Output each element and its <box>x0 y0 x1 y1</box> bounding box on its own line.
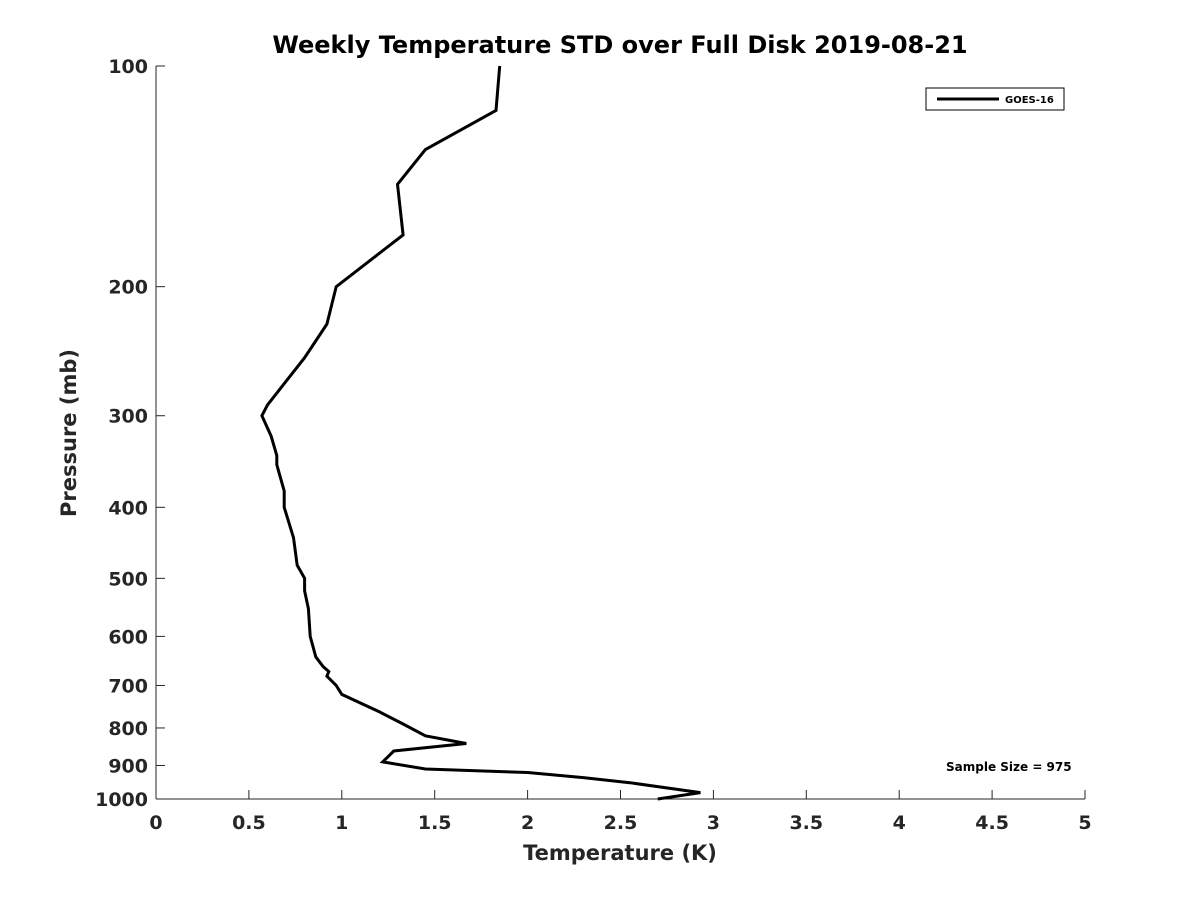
x-tick-label: 1.5 <box>418 812 452 834</box>
x-axis-ticks: 0 0.5 1 1.5 2 2.5 3 3.5 4 4.5 5 <box>149 790 1092 834</box>
y-tick-label: 200 <box>108 277 148 299</box>
chart-title: Weekly Temperature STD over Full Disk 20… <box>272 31 967 59</box>
series-line-goes-16 <box>260 65 701 801</box>
x-tick-label: 2 <box>521 812 534 834</box>
sample-size-annotation: Sample Size = 975 <box>946 760 1072 774</box>
series-layer <box>260 65 701 801</box>
x-tick-label: 2.5 <box>604 812 638 834</box>
x-tick-label: 3.5 <box>789 812 823 834</box>
y-tick-label: 500 <box>108 568 148 590</box>
x-tick-label: 3 <box>707 812 720 834</box>
y-tick-label: 100 <box>108 56 148 78</box>
x-tick-label: 4 <box>893 812 906 834</box>
y-tick-label: 400 <box>108 497 148 519</box>
y-tick-label: 1000 <box>95 789 148 811</box>
y-tick-label: 800 <box>108 718 148 740</box>
y-axis-title: Pressure (mb) <box>57 349 81 517</box>
y-tick-label: 300 <box>108 406 148 428</box>
y-tick-label: 700 <box>108 675 148 697</box>
x-tick-label: 0.5 <box>232 812 266 834</box>
x-tick-label: 5 <box>1078 812 1091 834</box>
x-tick-label: 0 <box>149 812 162 834</box>
x-tick-label: 1 <box>335 812 348 834</box>
legend-entry-goes-16: GOES-16 <box>1005 95 1054 106</box>
legend: GOES-16 <box>925 87 1065 111</box>
y-tick-label: 600 <box>108 626 148 648</box>
y-axis-ticks: 100 200 300 400 500 600 700 800 900 1000 <box>95 56 165 811</box>
y-tick-label: 900 <box>108 755 148 777</box>
x-tick-label: 4.5 <box>975 812 1009 834</box>
x-axis-title: Temperature (K) <box>523 841 717 865</box>
